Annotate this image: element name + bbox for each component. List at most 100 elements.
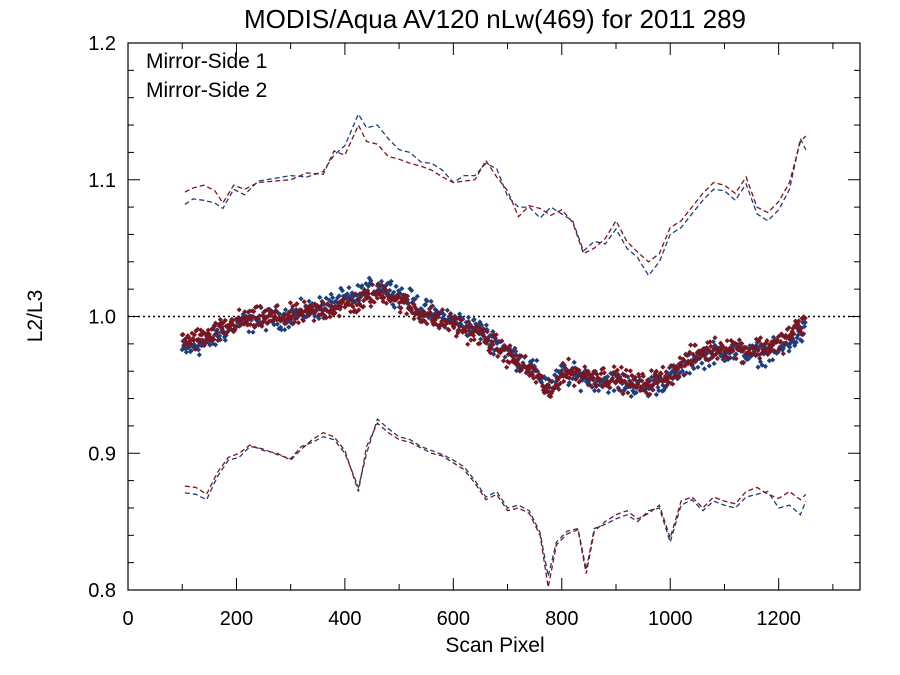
- series-1-point: [318, 302, 324, 308]
- series-2-point: [780, 351, 786, 357]
- series-2-point: [307, 303, 313, 309]
- series-2-point: [765, 351, 771, 358]
- series-1-point: [388, 278, 394, 284]
- series-2-point: [705, 340, 711, 346]
- series-2-point: [652, 374, 658, 380]
- series-2-point: [305, 312, 311, 318]
- series-1-point: [788, 340, 794, 346]
- series-2-point: [661, 377, 668, 384]
- series-2-point: [489, 339, 495, 345]
- series-1-point: [553, 368, 559, 374]
- series-1-point: [298, 296, 304, 302]
- series-1-point: [336, 293, 342, 299]
- series-1-point: [558, 363, 564, 369]
- series-1-point: [292, 312, 298, 318]
- series-2-point: [714, 356, 720, 362]
- series-1-point: [770, 334, 777, 340]
- series-2-point: [700, 346, 706, 352]
- series-2-point: [776, 346, 782, 352]
- series-1-point: [463, 319, 469, 325]
- series-1-point: [261, 309, 267, 315]
- series-1-point: [239, 320, 245, 326]
- series-2-point: [783, 332, 789, 338]
- series-2-point: [583, 374, 589, 380]
- series-1-point: [687, 370, 693, 376]
- series-1-point: [399, 286, 405, 292]
- series-2-point: [632, 374, 638, 380]
- series-1-point: [513, 348, 519, 354]
- series-2-point: [295, 309, 301, 315]
- series-2-point: [737, 345, 743, 351]
- legend-label-ms2: Mirror-Side 2: [146, 79, 267, 102]
- series-2-point: [692, 342, 698, 348]
- series-2-point: [470, 330, 476, 336]
- series-1-point: [679, 368, 685, 374]
- series-1-point: [786, 348, 792, 354]
- series-2-point: [560, 360, 566, 366]
- series-2-point: [532, 367, 538, 373]
- series-1-point: [596, 388, 602, 394]
- series-2-point: [732, 340, 738, 346]
- series-2-point: [728, 338, 734, 344]
- series-2-point: [258, 321, 264, 327]
- series-2-point: [217, 317, 223, 323]
- series-2-point: [229, 316, 235, 322]
- series-2-point: [379, 283, 385, 289]
- series-1-point: [566, 380, 572, 386]
- series-2-point: [432, 317, 438, 323]
- series-2-point: [280, 313, 286, 319]
- series-2-point: [191, 332, 197, 338]
- series-1-point: [391, 304, 398, 310]
- series-2-point: [557, 374, 563, 380]
- series-2-point: [530, 372, 536, 378]
- series-2-point: [427, 309, 433, 316]
- series-2-point: [219, 326, 225, 332]
- series-2-point: [374, 288, 380, 294]
- series-2-point: [477, 340, 483, 347]
- series-2-point: [768, 345, 774, 351]
- series-1-point: [701, 366, 707, 372]
- series-2-point: [448, 314, 454, 321]
- series-1-point: [214, 327, 220, 333]
- series-2-point: [620, 391, 626, 397]
- series-2-point: [582, 364, 588, 370]
- series-2-point: [188, 341, 194, 347]
- series-2-point: [301, 299, 307, 305]
- series-2-point: [760, 346, 766, 352]
- series-2-point: [495, 353, 501, 359]
- series-2-point: [605, 378, 611, 384]
- series-1-point: [349, 290, 355, 296]
- series-2-point: [404, 311, 410, 317]
- series-2-point: [224, 329, 230, 336]
- series-1-point: [374, 283, 380, 289]
- series-1-point: [589, 384, 595, 390]
- series-2-point: [644, 380, 650, 386]
- series-1-point: [794, 335, 800, 341]
- series-2-point: [469, 324, 475, 330]
- series-1-point: [471, 316, 477, 323]
- series-2-point: [542, 386, 548, 392]
- series-1-point: [630, 388, 636, 394]
- series-2-point: [525, 367, 531, 373]
- series-2-point: [596, 375, 602, 381]
- series-1-point: [213, 342, 219, 348]
- series-2-point: [616, 387, 622, 393]
- series-1-point: [756, 345, 762, 351]
- series-2-point: [788, 332, 794, 338]
- series-1-point: [712, 342, 718, 348]
- series-2-point: [725, 355, 731, 361]
- series-1-point: [710, 339, 716, 345]
- series-2-point: [713, 351, 719, 357]
- series-1-point: [571, 359, 577, 365]
- series-2-point: [642, 387, 648, 393]
- series-2-point: [396, 300, 402, 306]
- series-2-point: [203, 340, 209, 346]
- series-2-point: [711, 345, 717, 352]
- series-2-point: [589, 372, 595, 378]
- series-2-point: [759, 350, 765, 356]
- series-1-point: [387, 281, 393, 287]
- series-2-point: [701, 350, 707, 356]
- series-2-point: [523, 365, 529, 371]
- series-2-point: [398, 305, 404, 311]
- series-1-point: [314, 306, 320, 312]
